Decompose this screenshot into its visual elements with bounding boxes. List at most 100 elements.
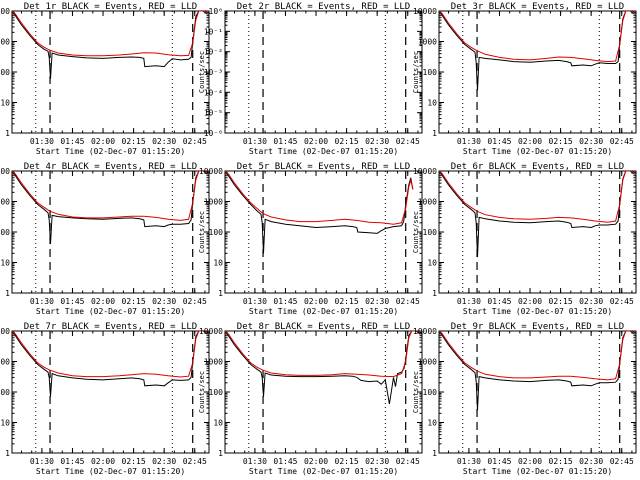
x-tick-label: 02:30 bbox=[579, 137, 603, 146]
y-tick-label: 10000 bbox=[0, 7, 10, 16]
series-line-lld bbox=[225, 171, 414, 225]
y-tick-label: 1 bbox=[432, 129, 437, 138]
panel-title: Det 6r BLACK = Events, RED = LLD bbox=[451, 162, 624, 172]
x-tick-label: 02:15 bbox=[335, 137, 359, 146]
y-tick-label: 10⁻⁴ bbox=[204, 88, 223, 97]
x-tick-label: 01:30 bbox=[30, 137, 54, 146]
y-tick-label: 10⁻¹ bbox=[204, 27, 223, 36]
x-tick-label: 02:45 bbox=[396, 297, 420, 306]
x-tick-label: 02:45 bbox=[610, 457, 634, 466]
series-line-lld bbox=[12, 11, 208, 57]
panel-title: Det 1r BLACK = Events, RED = LLD bbox=[24, 2, 197, 12]
y-tick-label: 10⁻³ bbox=[204, 68, 223, 77]
x-tick-label: 02:30 bbox=[152, 457, 176, 466]
x-tick-label: 01:30 bbox=[457, 457, 481, 466]
x-tick-label: 02:30 bbox=[152, 137, 176, 146]
y-tick-label: 100 bbox=[0, 388, 10, 397]
y-tick-label: 1000 bbox=[418, 38, 437, 47]
y-tick-label: 10000 bbox=[413, 7, 437, 16]
y-tick-label: 10 bbox=[427, 419, 437, 428]
x-tick-label: 01:45 bbox=[487, 137, 511, 146]
x-axis-label: Start Time (02-Dec-07 01:15:20) bbox=[249, 147, 398, 156]
y-tick-label: 10 bbox=[213, 419, 223, 428]
y-tick-label: 10000 bbox=[199, 167, 223, 176]
x-tick-label: 02:00 bbox=[518, 457, 542, 466]
x-tick-label: 01:45 bbox=[60, 297, 84, 306]
x-tick-label: 02:15 bbox=[122, 457, 146, 466]
plot-frame bbox=[11, 170, 210, 294]
series-line-events bbox=[439, 331, 635, 411]
y-tick-label: 1 bbox=[5, 129, 10, 138]
y-tick-label: 100 bbox=[423, 388, 438, 397]
x-tick-label: 02:00 bbox=[304, 457, 328, 466]
x-tick-label: 02:00 bbox=[304, 137, 328, 146]
y-tick-label: 1000 bbox=[204, 358, 223, 367]
y-tick-label: 100 bbox=[209, 388, 224, 397]
series-line-events bbox=[12, 331, 208, 397]
y-axis-label: Counts/sec bbox=[198, 51, 206, 93]
x-tick-label: 01:30 bbox=[243, 457, 267, 466]
y-axis-label: Counts/sec bbox=[198, 211, 206, 253]
chart-panel-7: Det 7r BLACK = Events, RED = LLD 1 10 100 10… bbox=[0, 322, 210, 476]
y-tick-label: 1 bbox=[432, 449, 437, 458]
chart-panel-5: Det 5r BLACK = Events, RED = LLD 1 10 100 10… bbox=[198, 162, 423, 316]
x-tick-label: 02:00 bbox=[91, 297, 115, 306]
x-axis-label: Start Time (02-Dec-07 01:15:20) bbox=[36, 467, 185, 476]
panel-title: Det 8r BLACK = Events, RED = LLD bbox=[237, 322, 410, 332]
y-tick-label: 100 bbox=[209, 228, 224, 237]
y-tick-label: 10 bbox=[427, 259, 437, 268]
chart-panel-4: Det 4r BLACK = Events, RED = LLD 1 10 100 10… bbox=[0, 162, 210, 316]
plot-frame bbox=[438, 330, 637, 454]
panel-title: Det 2r BLACK = Events, RED = LLD bbox=[237, 2, 410, 12]
x-tick-label: 02:30 bbox=[579, 297, 603, 306]
x-tick-label: 02:15 bbox=[335, 297, 359, 306]
y-axis-label: Counts/sec bbox=[412, 371, 420, 413]
plot-frame bbox=[438, 170, 637, 294]
y-tick-label: 1 bbox=[5, 289, 10, 298]
y-tick-label: 10⁻² bbox=[204, 48, 223, 57]
x-tick-label: 02:00 bbox=[91, 457, 115, 466]
y-tick-label: 1000 bbox=[0, 38, 10, 47]
panel-title: Det 7r BLACK = Events, RED = LLD bbox=[24, 322, 197, 332]
y-tick-label: 100 bbox=[423, 228, 438, 237]
x-tick-label: 02:15 bbox=[549, 297, 573, 306]
chart-panel-2: Det 2r BLACK = Events, RED = LLD 10⁻⁶ 10⁻⁵… bbox=[198, 2, 423, 156]
y-tick-label: 1000 bbox=[418, 198, 437, 207]
y-tick-label: 1 bbox=[432, 289, 437, 298]
y-tick-label: 10 bbox=[427, 99, 437, 108]
x-tick-label: 02:45 bbox=[183, 137, 207, 146]
panel-title: Det 9r BLACK = Events, RED = LLD bbox=[451, 322, 624, 332]
series-line-lld bbox=[12, 331, 208, 378]
x-tick-label: 02:45 bbox=[183, 297, 207, 306]
x-tick-label: 02:30 bbox=[365, 137, 389, 146]
y-tick-label: 10000 bbox=[413, 167, 437, 176]
y-tick-label: 10⁰ bbox=[209, 7, 223, 16]
y-tick-label: 10 bbox=[213, 259, 223, 268]
x-tick-label: 01:30 bbox=[457, 137, 481, 146]
x-tick-label: 01:30 bbox=[30, 297, 54, 306]
chart-panel-1: Det 1r BLACK = Events, RED = LLD 1 10 100 10… bbox=[0, 2, 210, 156]
series-line-lld bbox=[439, 171, 635, 223]
y-tick-label: 1000 bbox=[0, 358, 10, 367]
y-tick-label: 10 bbox=[0, 419, 10, 428]
x-tick-label: 02:45 bbox=[610, 297, 634, 306]
panel-title: Det 3r BLACK = Events, RED = LLD bbox=[451, 2, 624, 12]
x-tick-label: 01:45 bbox=[273, 457, 297, 466]
y-tick-label: 10⁻⁵ bbox=[204, 109, 223, 118]
x-tick-label: 02:30 bbox=[152, 297, 176, 306]
x-axis-label: Start Time (02-Dec-07 01:15:20) bbox=[463, 147, 612, 156]
series-line-lld bbox=[439, 11, 635, 63]
y-tick-label: 100 bbox=[0, 68, 10, 77]
y-tick-label: 10⁻⁶ bbox=[204, 129, 223, 138]
chart-panel-3: Det 3r BLACK = Events, RED = LLD 1 10 100 10… bbox=[412, 2, 637, 156]
series-line-lld bbox=[225, 331, 421, 378]
x-axis-label: Start Time (02-Dec-07 01:15:20) bbox=[249, 467, 398, 476]
series-line-lld bbox=[439, 331, 635, 381]
y-axis-label: Counts/sec bbox=[412, 211, 420, 253]
x-tick-label: 02:30 bbox=[365, 457, 389, 466]
y-tick-label: 1000 bbox=[418, 358, 437, 367]
x-tick-label: 02:00 bbox=[91, 137, 115, 146]
x-tick-label: 02:45 bbox=[396, 137, 420, 146]
x-tick-label: 02:15 bbox=[335, 457, 359, 466]
series-line-events bbox=[12, 11, 208, 79]
